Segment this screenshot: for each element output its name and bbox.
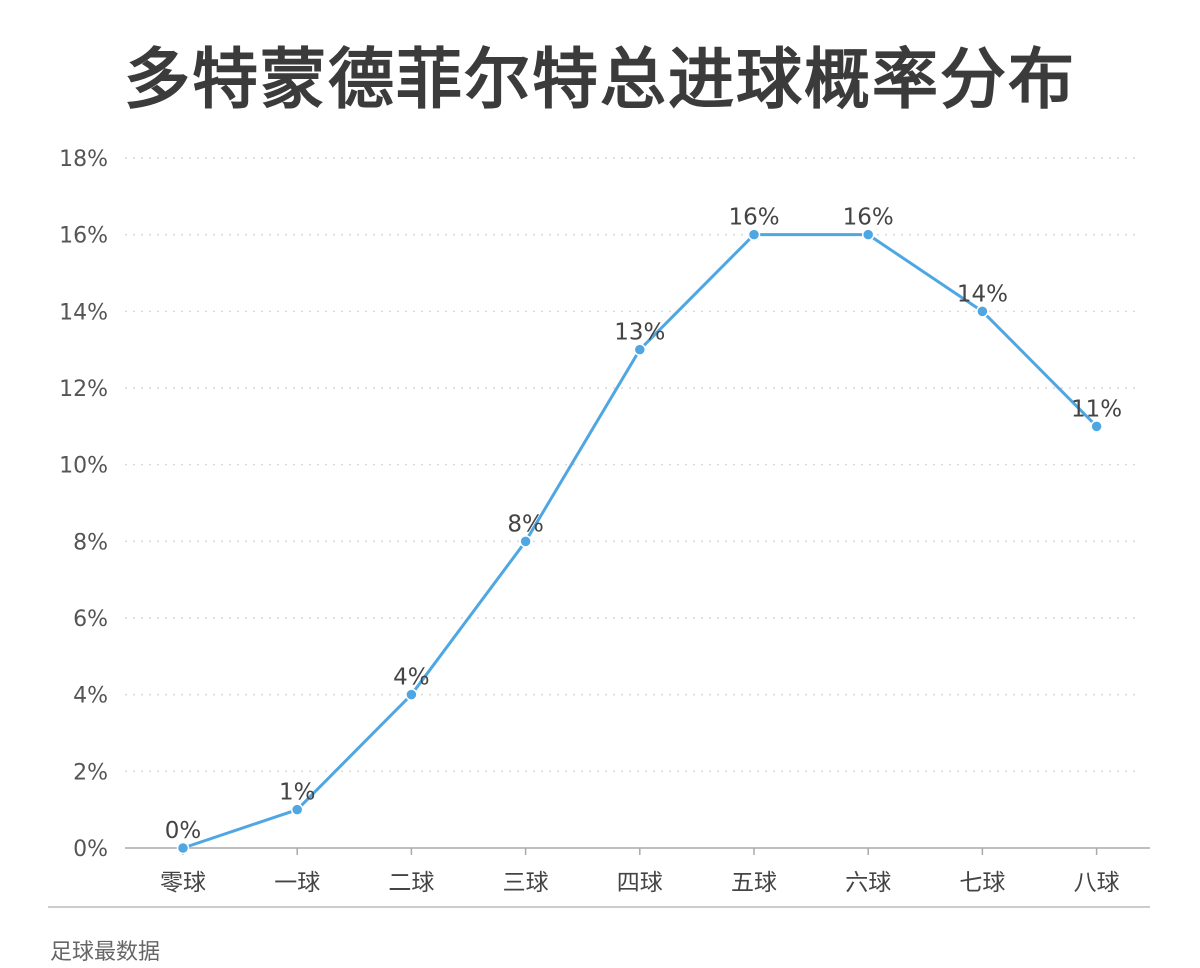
data-label: 11% [1071,396,1122,422]
data-point [290,803,304,816]
data-point [405,688,418,701]
data-label: 4% [393,665,430,691]
gridlines [125,157,1140,773]
x-tick-label: 零球 [160,870,206,896]
y-tick-label: 12% [59,377,108,402]
data-label: 1% [279,780,316,806]
x-tick-label: 五球 [731,870,777,896]
data-point [1090,420,1103,433]
y-tick-label: 16% [59,224,108,249]
data-label: 13% [614,320,665,346]
y-tick-label: 8% [73,530,108,555]
x-tick-label: 六球 [845,870,891,896]
data-point [861,228,875,241]
data-label: 8% [507,511,544,537]
y-tick-label: 0% [73,837,108,862]
data-point [176,841,190,855]
data-label: 14% [957,281,1008,307]
y-tick-label: 6% [73,607,108,632]
x-tick-labels: 零球 一球 二球 三球 四球 五球 六球 七球 八球 [160,870,1120,896]
x-tick-label: 七球 [959,870,1005,896]
data-points [176,228,1103,855]
x-tick-label: 八球 [1074,870,1120,896]
x-tick-label: 二球 [388,870,434,896]
y-tick-label: 18% [59,147,108,172]
x-tick-label: 四球 [617,870,663,896]
data-label: 0% [165,818,202,844]
data-point [519,535,532,548]
y-tick-label: 14% [59,300,108,325]
source-note: 足球最数据 [50,940,161,965]
data-label: 16% [843,205,894,231]
data-point [976,305,989,318]
chart-title: 多特蒙德菲尔特总进球概率分布 [124,41,1076,118]
y-tick-label: 4% [73,684,108,709]
y-tick-label: 10% [59,454,108,479]
x-tick-label: 三球 [503,870,549,896]
x-tick-label: 一球 [274,870,320,896]
axes [48,847,1150,908]
data-label: 16% [728,205,779,231]
y-tick-labels: 0% 2% 4% 6% 8% 10% 12% 14% 16% 18% [59,147,108,862]
data-point [747,228,761,241]
data-point [633,343,647,356]
y-tick-label: 2% [73,760,108,785]
data-labels: 0% 1% 4% 8% 13% 16% 16% 14% 11% [165,205,1122,844]
